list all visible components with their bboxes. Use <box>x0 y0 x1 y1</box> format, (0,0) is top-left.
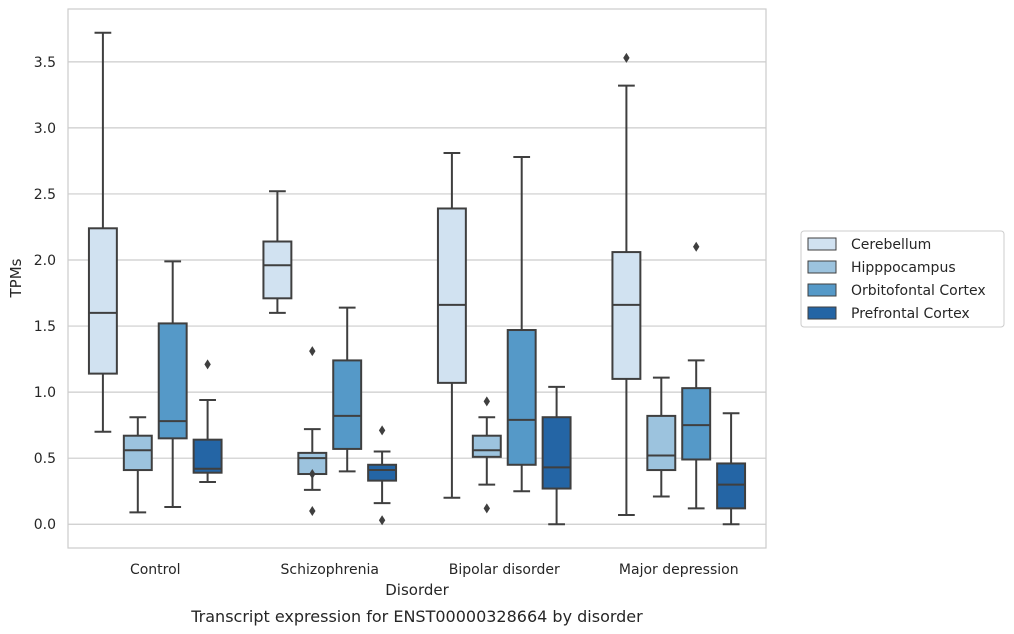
x-tick-labels: Control Schizophrenia Bipolar disorder Majo… <box>130 562 739 578</box>
box-iqr <box>506 329 537 466</box>
y-tick-label: 3.0 <box>34 121 56 137</box>
box-group <box>297 346 328 517</box>
box-group <box>716 412 747 526</box>
box-group <box>332 306 363 473</box>
box-iqr <box>192 438 223 474</box>
outlier-marker <box>483 503 490 514</box>
box-iqr <box>541 416 572 490</box>
box-iqr <box>681 387 712 461</box>
box-group <box>611 52 642 516</box>
box-iqr <box>87 227 118 375</box>
y-tick-label: 1.0 <box>34 385 56 401</box>
y-tick-label: 1.5 <box>34 319 56 335</box>
box-iqr <box>436 207 467 384</box>
y-tick-label: 0.0 <box>34 517 56 533</box>
box-group <box>506 155 537 493</box>
box-group <box>471 396 502 514</box>
box-layer <box>87 31 747 526</box>
plot-frame <box>67 8 767 549</box>
box-group <box>87 31 118 433</box>
box-group <box>681 241 712 510</box>
outlier-marker <box>378 515 386 526</box>
x-tick-label: Bipolar disorder <box>449 562 560 578</box>
y-tick-label: 2.0 <box>34 253 56 269</box>
x-tick-label: Control <box>130 562 181 578</box>
outlier-marker <box>309 506 316 517</box>
box-group <box>436 151 467 499</box>
x-tick-label: Major depression <box>619 562 739 578</box>
y-tick-label: 2.5 <box>34 187 56 203</box>
box-iqr <box>646 414 677 472</box>
outlier-marker <box>309 469 316 480</box>
box-iqr <box>716 462 747 510</box>
box-iqr <box>471 434 502 458</box>
chart-caption: Transcript expression for ENST0000032866… <box>190 607 643 626</box>
outlier-marker <box>623 52 630 63</box>
y-tick-label: 0.5 <box>34 451 56 467</box>
legend-swatch <box>807 260 837 274</box>
box-group <box>541 385 572 526</box>
box-group <box>367 425 398 526</box>
legend: Cerebellum Hipppocampus Orbitofontal Corte… <box>800 230 1005 328</box>
x-axis-label: Disorder <box>385 581 449 599</box>
outlier-marker <box>309 346 316 357</box>
box-iqr <box>122 434 153 472</box>
legend-label: Orbitofontal Cortex <box>851 283 986 299</box>
box-group <box>157 260 188 509</box>
x-tick-label: Schizophrenia <box>281 562 379 578</box>
box-group <box>192 359 223 483</box>
y-tick-label: 3.5 <box>34 55 56 71</box>
outlier-marker <box>693 241 700 252</box>
y-axis-label: TPMs <box>7 258 25 298</box>
box-iqr <box>157 322 188 440</box>
outlier-marker <box>204 359 211 370</box>
legend-swatch <box>807 306 837 320</box>
outlier-marker <box>378 425 386 436</box>
box-iqr <box>611 251 642 380</box>
legend-label: Cerebellum <box>851 237 931 253</box>
box-group <box>646 376 677 498</box>
box-iqr <box>367 463 398 482</box>
y-tick-labels: 0.0 0.5 1.0 1.5 2.0 2.5 3.0 3.5 <box>34 55 56 533</box>
legend-label: Prefrontal Cortex <box>851 306 970 322</box>
outlier-marker <box>483 396 490 407</box>
legend-label: Hipppocampus <box>851 260 956 276</box>
box-group <box>122 416 153 514</box>
legend-swatch <box>807 283 837 297</box>
box-iqr <box>262 240 293 300</box>
legend-items: Cerebellum Hipppocampus Orbitofontal Corte… <box>807 237 986 322</box>
box-group <box>262 190 293 314</box>
legend-swatch <box>807 237 837 251</box>
box-iqr <box>332 359 363 450</box>
legend-frame <box>800 230 1005 328</box>
